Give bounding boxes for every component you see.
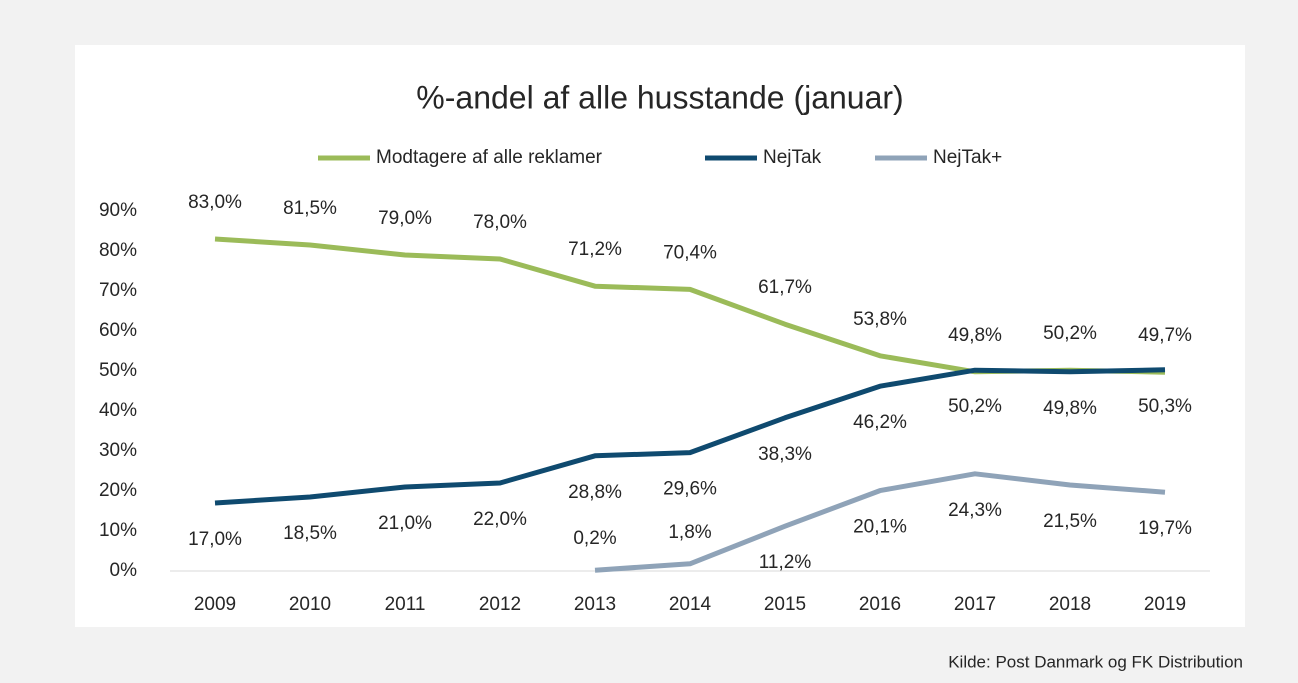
data-label: 18,5% xyxy=(283,523,337,544)
data-label: 38,3% xyxy=(758,444,812,465)
data-label: 49,8% xyxy=(948,325,1002,346)
data-label: 0,2% xyxy=(573,528,616,549)
y-tick-label: 50% xyxy=(99,360,137,381)
y-tick-label: 10% xyxy=(99,520,137,541)
y-tick-label: 60% xyxy=(99,320,137,341)
data-label: 83,0% xyxy=(188,192,242,213)
data-label: 46,2% xyxy=(853,412,907,433)
x-tick-label: 2015 xyxy=(764,594,806,615)
data-label: 53,8% xyxy=(853,309,907,330)
data-label: 29,6% xyxy=(663,479,717,500)
data-label: 49,8% xyxy=(1043,398,1097,419)
x-tick-label: 2013 xyxy=(574,594,616,615)
chart-title: %-andel af alle husstande (januar) xyxy=(416,79,903,115)
data-label: 79,0% xyxy=(378,208,432,229)
y-tick-label: 0% xyxy=(110,560,138,581)
y-tick-label: 30% xyxy=(99,440,137,461)
series-line xyxy=(214,367,1166,506)
data-label: 21,0% xyxy=(378,513,432,534)
data-label: 50,2% xyxy=(1043,323,1097,344)
data-label: 22,0% xyxy=(473,509,527,530)
x-tick-label: 2012 xyxy=(479,594,521,615)
y-tick-label: 80% xyxy=(99,240,137,261)
data-label: 11,2% xyxy=(759,552,812,573)
data-label: 17,0% xyxy=(188,529,242,550)
data-label: 61,7% xyxy=(758,277,812,298)
data-label: 50,3% xyxy=(1138,396,1192,417)
y-tick-label: 70% xyxy=(99,280,137,301)
x-tick-label: 2014 xyxy=(669,594,712,615)
source-note: Kilde: Post Danmark og FK Distribution xyxy=(948,652,1243,671)
legend-label: Modtagere af alle reklamer xyxy=(376,147,603,168)
y-tick-label: 20% xyxy=(99,480,137,501)
data-label: 19,7% xyxy=(1138,518,1192,539)
x-tick-label: 2018 xyxy=(1049,594,1091,615)
data-label: 28,8% xyxy=(568,482,622,503)
x-tick-label: 2009 xyxy=(194,594,236,615)
chart-panel xyxy=(75,45,1245,627)
data-label: 1,8% xyxy=(668,522,711,543)
x-tick-label: 2010 xyxy=(289,594,331,615)
data-label: 50,2% xyxy=(948,396,1002,417)
data-label: 21,5% xyxy=(1043,511,1097,532)
data-label: 49,7% xyxy=(1138,325,1192,346)
y-tick-label: 40% xyxy=(99,400,137,421)
x-tick-label: 2017 xyxy=(954,594,996,615)
data-label: 70,4% xyxy=(663,242,717,263)
data-label: 20,1% xyxy=(853,517,907,538)
data-label: 78,0% xyxy=(473,212,527,233)
data-label: 24,3% xyxy=(948,500,1002,521)
data-label: 81,5% xyxy=(283,198,337,219)
legend-label: NejTak+ xyxy=(933,147,1002,168)
legend-label: NejTak xyxy=(763,147,822,168)
x-tick-label: 2011 xyxy=(385,594,426,615)
x-tick-label: 2019 xyxy=(1144,594,1186,615)
data-label: 71,2% xyxy=(568,239,622,260)
x-tick-label: 2016 xyxy=(859,594,901,615)
series-line xyxy=(594,471,1166,573)
y-tick-label: 90% xyxy=(99,200,137,221)
